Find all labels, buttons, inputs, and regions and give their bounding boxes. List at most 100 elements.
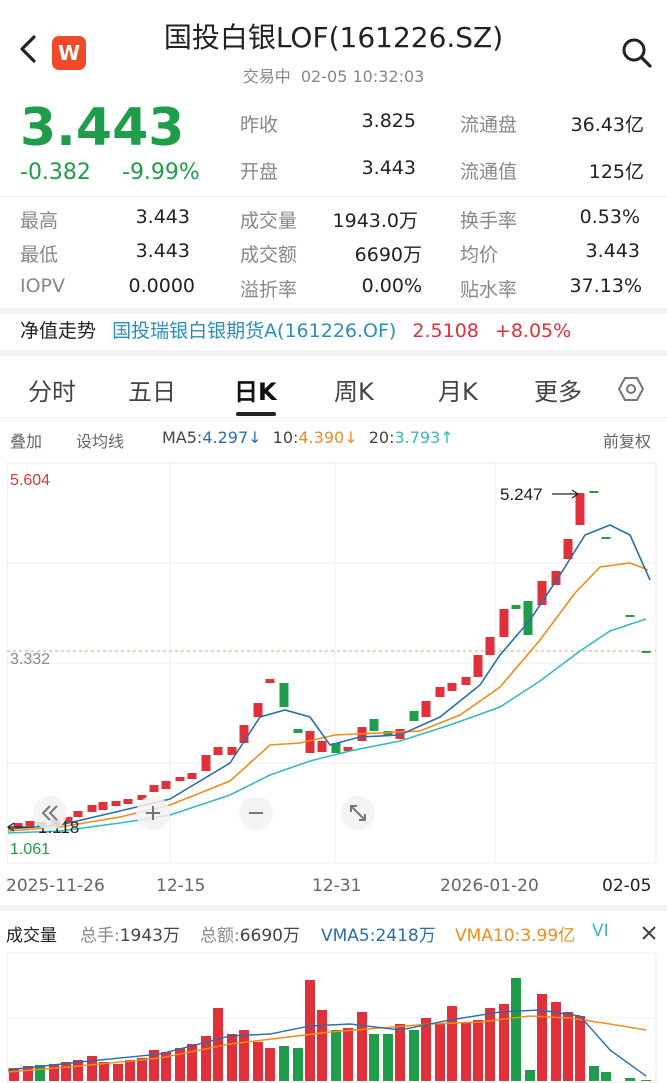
price-max-label: 5.604 <box>10 472 50 489</box>
top-navbar: W 国投白银LOF(161226.SZ) 交易中 02-05 10:32:03 <box>0 0 667 90</box>
date-label: 12-31 <box>312 876 362 896</box>
candle <box>63 817 73 823</box>
candle <box>253 703 263 717</box>
volume-bar <box>125 1060 135 1081</box>
candle <box>87 805 97 812</box>
set-ma-button[interactable]: 设均线 <box>76 432 125 451</box>
volume-bar <box>525 1070 535 1081</box>
volume-bar <box>305 980 315 1081</box>
total-amount-label: 总额: <box>200 926 240 946</box>
volume-bar <box>201 1036 211 1081</box>
volume-bar <box>149 1050 159 1081</box>
vma10: VMA10:3.99亿 <box>455 921 575 946</box>
volume-title[interactable]: 成交量 <box>6 926 57 946</box>
high-value: 3.443 <box>135 206 190 228</box>
candle <box>343 747 353 751</box>
volume-bar <box>293 1048 303 1081</box>
candle <box>537 581 547 605</box>
total-hands-label: 总手: <box>80 926 120 946</box>
discount-label: 贴水率 <box>460 279 518 301</box>
vma10-label: VMA10: <box>455 926 521 946</box>
candle <box>161 781 171 789</box>
section-gap <box>0 308 667 314</box>
candle <box>293 729 303 733</box>
minus-icon[interactable] <box>239 796 273 830</box>
candle <box>187 773 197 779</box>
volume-bar <box>73 1060 83 1081</box>
volume-bar <box>601 1072 611 1081</box>
volume-bar <box>35 1065 45 1081</box>
tab-weekly-k[interactable]: 周K <box>334 378 374 406</box>
volume-bar <box>239 1030 249 1081</box>
volume-bar <box>175 1048 185 1081</box>
peak-arrow-head <box>571 489 580 499</box>
amount-value: 6690万 <box>354 244 422 266</box>
volume-bar <box>421 1018 431 1081</box>
vma5-label: VMA5: <box>321 926 376 946</box>
peak-label: 5.247 <box>500 485 543 504</box>
divider <box>0 417 667 418</box>
tab-monthly-k[interactable]: 月K <box>438 378 478 406</box>
volume-bar <box>9 1068 19 1081</box>
amount-label: 成交额 <box>240 244 298 266</box>
volume-chart[interactable] <box>0 950 667 1083</box>
volume-bar <box>161 1052 171 1081</box>
float-shares-value: 36.43亿 <box>570 114 644 136</box>
candle <box>447 683 457 691</box>
total-amount-value: 6690万 <box>239 926 300 946</box>
candle <box>331 743 341 753</box>
volume-bar <box>99 1062 109 1081</box>
volume-bar <box>589 1066 599 1081</box>
volume-bar <box>357 1012 367 1081</box>
prev-close-label: 昨收 <box>240 114 279 136</box>
ma5-value: 4.297↓ <box>202 428 262 447</box>
double-chevron-left-icon[interactable] <box>33 796 67 830</box>
float-value-label: 流通值 <box>460 161 518 183</box>
total-amount: 总额:6690万 <box>200 921 300 946</box>
candle <box>369 719 379 731</box>
adjust-button[interactable]: 前复权 <box>603 432 652 451</box>
candle <box>461 677 471 685</box>
volume-bar <box>551 1002 561 1081</box>
discount-value: 37.13% <box>569 275 642 297</box>
volume-bar <box>537 994 547 1081</box>
tab-five-day[interactable]: 五日 <box>128 378 176 406</box>
volume-bars <box>9 978 651 1081</box>
candle <box>13 823 23 827</box>
page-title: 国投白银LOF(161226.SZ) <box>163 21 504 54</box>
current-price: 3.443 <box>20 98 185 158</box>
expand-icon[interactable] <box>341 796 375 830</box>
hexagon-settings-icon[interactable] <box>618 376 644 402</box>
active-tab-indicator <box>236 412 276 416</box>
candle <box>435 687 445 697</box>
nav-row[interactable]: 净值走势 国投瑞银白银期货A(161226.OF) 2.5108 +8.05% <box>20 316 571 343</box>
overlay-button[interactable]: 叠加 <box>10 432 43 451</box>
candle <box>279 683 289 707</box>
tab-more[interactable]: 更多 <box>534 378 582 406</box>
ma10-label: 10: <box>272 428 299 447</box>
ma20-value: 3.793↑ <box>394 428 454 447</box>
date-label: 2025-11-26 <box>6 876 105 896</box>
app-logo-icon[interactable]: W <box>52 36 86 70</box>
candle <box>227 747 237 755</box>
candle <box>589 491 599 493</box>
tab-daily-k[interactable]: 日K <box>234 378 277 406</box>
candle <box>421 701 431 717</box>
avg-value: 3.443 <box>585 240 640 262</box>
section-gap <box>0 905 667 911</box>
candle <box>137 795 147 800</box>
nav-fund-name[interactable]: 国投瑞银白银期货A(161226.OF) <box>112 320 397 342</box>
close-icon[interactable] <box>640 924 658 942</box>
tab-intraday[interactable]: 分时 <box>28 378 76 406</box>
float-value-value: 125亿 <box>588 161 644 183</box>
volume-bar <box>279 1046 289 1081</box>
open-value: 3.443 <box>361 157 416 179</box>
chevron-left-icon[interactable] <box>16 34 40 64</box>
datetime-text: 02-05 10:32:03 <box>300 67 425 86</box>
plus-icon[interactable] <box>136 796 170 830</box>
candle <box>239 725 249 743</box>
kline-chart[interactable]: 5.604 1.061 3.332 5.247 1.118 <box>0 455 667 875</box>
search-icon[interactable] <box>620 36 654 70</box>
candle <box>213 747 223 755</box>
volume-bar <box>435 1024 445 1081</box>
